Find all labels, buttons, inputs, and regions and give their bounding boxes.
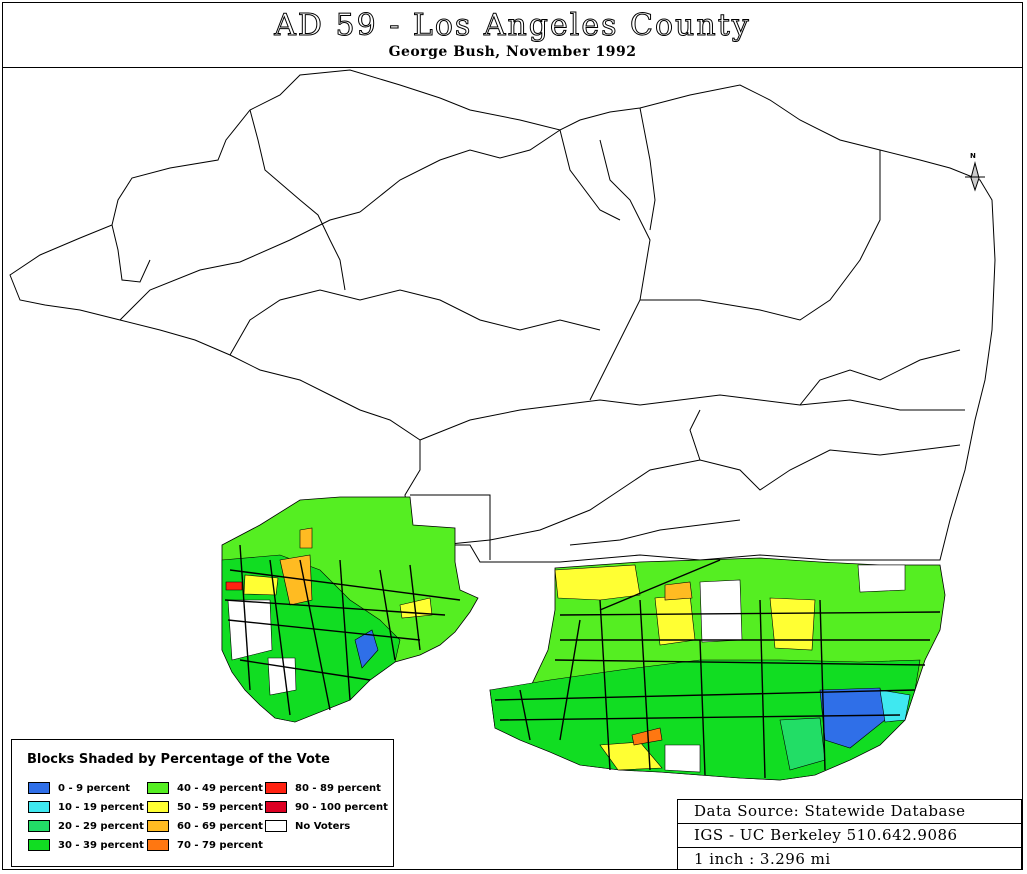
legend-swatch (147, 782, 169, 794)
legend-swatch (147, 839, 169, 851)
legend-label: 60 - 69 percent (177, 820, 263, 832)
legend-label: 30 - 39 percent (58, 839, 144, 851)
legend-swatch (265, 820, 287, 832)
legend-item: 30 - 39 percent (28, 838, 144, 852)
legend-label: 80 - 89 percent (295, 782, 381, 794)
map-scale: 1 inch : 3.296 mi (694, 850, 831, 868)
district-east (489, 557, 946, 781)
legend-label: 50 - 59 percent (177, 801, 263, 813)
legend-swatch (28, 801, 50, 813)
legend-item: 40 - 49 percent (147, 781, 263, 795)
source-box: Data Source: Statewide Database IGS - UC… (677, 799, 1022, 870)
legend-swatch (147, 801, 169, 813)
legend-swatch (28, 782, 50, 794)
legend-swatch (265, 782, 287, 794)
map-title: AD 59 - Los Angeles County (274, 8, 751, 44)
tract-boundaries (111, 107, 965, 560)
legend-label: 20 - 29 percent (58, 820, 144, 832)
legend-swatch (28, 839, 50, 851)
legend-title: Blocks Shaded by Percentage of the Vote (27, 752, 330, 767)
legend-label: 10 - 19 percent (58, 801, 144, 813)
legend-swatch (265, 801, 287, 813)
west-streets (224, 544, 461, 716)
legend-item: 50 - 59 percent (147, 800, 263, 814)
legend-swatch (28, 820, 50, 832)
north-arrow-icon (965, 161, 985, 192)
legend-item: 0 - 9 percent (28, 781, 130, 795)
legend-item: 80 - 89 percent (265, 781, 381, 795)
legend-item: 90 - 100 percent (265, 800, 388, 814)
district-west (221, 496, 479, 723)
map-subtitle: George Bush, November 1992 (388, 44, 637, 60)
legend-item: 60 - 69 percent (147, 819, 263, 833)
legend: Blocks Shaded by Percentage of the Vote … (11, 739, 394, 867)
legend-item: No Voters (265, 819, 350, 833)
legend-item: 20 - 29 percent (28, 819, 144, 833)
north-arrow-label: N (970, 152, 976, 160)
legend-label: 90 - 100 percent (295, 801, 388, 813)
legend-label: 70 - 79 percent (177, 839, 263, 851)
data-source-line: Data Source: Statewide Database (678, 800, 1021, 824)
igs-contact-line: IGS - UC Berkeley 510.642.9086 (678, 824, 1021, 848)
legend-label: No Voters (295, 820, 351, 832)
legend-item: 10 - 19 percent (28, 800, 144, 814)
county-outline (9, 69, 996, 563)
legend-label: 40 - 49 percent (177, 782, 263, 794)
title-box: AD 59 - Los Angeles County George Bush, … (2, 2, 1023, 68)
east-streets (494, 559, 941, 779)
legend-swatch (147, 820, 169, 832)
legend-label: 0 - 9 percent (58, 782, 130, 794)
legend-item: 70 - 79 percent (147, 838, 263, 852)
